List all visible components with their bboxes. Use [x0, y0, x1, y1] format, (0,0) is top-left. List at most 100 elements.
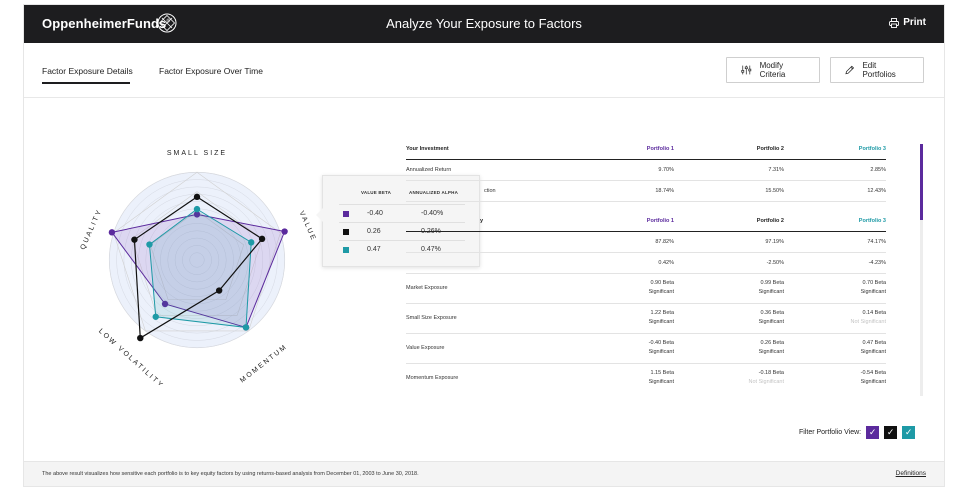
table-row: ction 18.74% 15.50% 12.43% — [406, 181, 886, 202]
tooltip-alpha: 0.47% — [421, 246, 441, 253]
cell-p2: 97.19% — [765, 239, 784, 245]
portfolio-2-point — [193, 193, 201, 201]
filter-portfolio-1-checkbox[interactable]: ✓ — [866, 426, 880, 439]
filter-label: Filter Portfolio View: — [799, 429, 862, 436]
tooltip-row: -0.40 -0.40% — [339, 204, 465, 222]
table-scrollbar-track[interactable] — [920, 144, 923, 396]
cell-p2: 15.50% — [765, 188, 784, 194]
print-label: Print — [903, 17, 926, 28]
sliders-icon — [741, 65, 752, 75]
tooltip-header-annualized-alpha: ANNUALIZED ALPHA — [409, 190, 459, 195]
tooltip-row: 0.47 0.47% — [339, 240, 465, 258]
row-label: Small Size Exposure — [406, 315, 457, 321]
cell-p1: 0.42% — [658, 260, 674, 266]
cell-p1: 0.90 Beta Significant — [648, 280, 674, 295]
portfolio-3-point — [146, 241, 153, 248]
table-row-small-size-exposure: Small Size Exposure 1.22 Beta Significant… — [406, 304, 886, 334]
radar-grid-ring — [123, 186, 271, 334]
cell-p2: -2.50% — [766, 260, 784, 266]
cell-p1: -0.40 Beta Significant — [648, 340, 674, 355]
radar-grid-ring — [160, 223, 234, 297]
print-button[interactable]: Print — [889, 17, 926, 28]
portfolio-1-point — [193, 211, 201, 218]
edit-portfolios-button[interactable]: Edit Portfolios — [830, 57, 924, 83]
brand-emblem-icon — [157, 13, 177, 33]
cell-p1: 18.74% — [655, 188, 674, 194]
table-header-row: y Portfolio 1 Portfolio 2 Portfolio 3 — [406, 212, 886, 232]
cell-p1: 1.22 Beta Significant — [648, 310, 674, 325]
portfolio-3-point — [248, 239, 255, 246]
radar-grid-pentagon — [149, 210, 245, 301]
cell-p1: 87.82% — [655, 239, 674, 245]
filter-portfolio-2-checkbox[interactable]: ✓ — [884, 426, 898, 439]
row-label: Market Exposure — [406, 285, 448, 291]
table-row-market-exposure: Market Exposure 0.90 Beta Significant 0.9… — [406, 274, 886, 304]
radar-axis-label: SMALL SIZE — [167, 150, 227, 157]
cell-p2: 0.99 Beta Significant — [758, 280, 784, 295]
portfolio-1-point — [161, 300, 169, 308]
modify-criteria-label: Modify Criteria — [759, 61, 786, 79]
cell-p3: 0.47 Beta Significant — [860, 340, 886, 355]
app-frame: OppenheimerFunds® Analyze Your Exposure … — [24, 5, 944, 486]
page-title: Analyze Your Exposure to Factors — [386, 16, 582, 31]
top-bar: OppenheimerFunds® Analyze Your Exposure … — [24, 5, 944, 43]
tooltip-beta: 0.26 — [367, 228, 381, 235]
table-row-momentum-exposure: Momentum Exposure 1.15 Beta Significant -… — [406, 364, 886, 394]
cell-p3: 74.17% — [867, 239, 886, 245]
portfolio-1-point — [281, 228, 288, 235]
portfolio-1-point — [108, 229, 116, 236]
header-your-investment: Your Investment — [406, 146, 449, 152]
tooltip-beta: 0.47 — [367, 246, 381, 253]
cell-p2: 7.31% — [768, 167, 784, 173]
tooltip-beta: -0.40 — [367, 210, 383, 217]
table-scrollbar-thumb[interactable] — [920, 144, 923, 220]
radar-grid-ring — [167, 230, 227, 290]
footer-note: The above result visualizes how sensitiv… — [42, 471, 419, 477]
radar-grid-ring — [174, 237, 220, 283]
printer-icon — [889, 17, 900, 28]
cell-p3: 2.85% — [870, 167, 886, 173]
table-row: 0.42% -2.50% -4.23% — [406, 253, 886, 274]
cell-p2: 0.26 Beta Significant — [758, 340, 784, 355]
radar-grid-pentagon — [131, 191, 263, 316]
portfolio-2-point — [137, 334, 144, 342]
value-tooltip: VALUE BETA ANNUALIZED ALPHA -0.40 -0.40%… — [316, 175, 480, 267]
portfolio-3-area — [148, 208, 252, 328]
radar-axis-label: QUALITY — [80, 208, 104, 251]
radar-axis-label: MOMENTUM — [239, 343, 289, 384]
header-label: y — [480, 218, 484, 224]
pencil-icon — [845, 65, 855, 75]
table-row: Annualized Return 9.70% 7.31% 2.85% — [406, 160, 886, 181]
cell-p3: -0.54 Beta Significant — [860, 370, 886, 385]
portfolio-2-point — [258, 235, 266, 243]
portfolio-2-area — [133, 196, 263, 340]
row-label: Annualized Return — [406, 167, 452, 173]
portfolio-3-point — [193, 205, 201, 213]
definitions-link[interactable]: Definitions — [895, 470, 926, 477]
tab-factor-exposure-details[interactable]: Factor Exposure Details — [42, 66, 133, 84]
portfolio-3-point — [152, 313, 159, 320]
portfolio-1-area — [111, 213, 286, 329]
portfolio-2-point — [131, 236, 138, 243]
radar-grid-ring — [182, 245, 212, 275]
tooltip-header-value-beta: VALUE BETA — [361, 190, 392, 195]
row-label: Momentum Exposure — [406, 375, 459, 381]
tooltip-alpha: -0.40% — [421, 210, 444, 217]
header-portfolio-3: Portfolio 3 — [858, 146, 886, 152]
row-label: Value Exposure — [406, 345, 445, 351]
cell-p3: 0.70 Beta Significant — [860, 280, 886, 295]
portfolio2-swatch — [343, 229, 349, 235]
filter-portfolio-3-checkbox[interactable]: ✓ — [902, 426, 916, 439]
header-portfolio-3: Portfolio 3 — [858, 218, 886, 224]
portfolio-3-point — [242, 324, 250, 331]
cell-p3: 12.43% — [867, 188, 886, 194]
tab-row: Factor Exposure Details Factor Exposure … — [24, 43, 944, 98]
tab-factor-exposure-over-time[interactable]: Factor Exposure Over Time — [159, 66, 263, 76]
main-content: SMALL SIZE VALUE MOMENTUM LOW VOLATILITY QUA… — [24, 99, 944, 459]
modify-criteria-button[interactable]: Modify Criteria — [726, 57, 820, 83]
cell-p1: 9.70% — [658, 167, 674, 173]
header-portfolio-1: Portfolio 1 — [646, 146, 674, 152]
cell-p2: 0.36 Beta Significant — [758, 310, 784, 325]
cell-p1: 1.15 Beta Significant — [648, 370, 674, 385]
